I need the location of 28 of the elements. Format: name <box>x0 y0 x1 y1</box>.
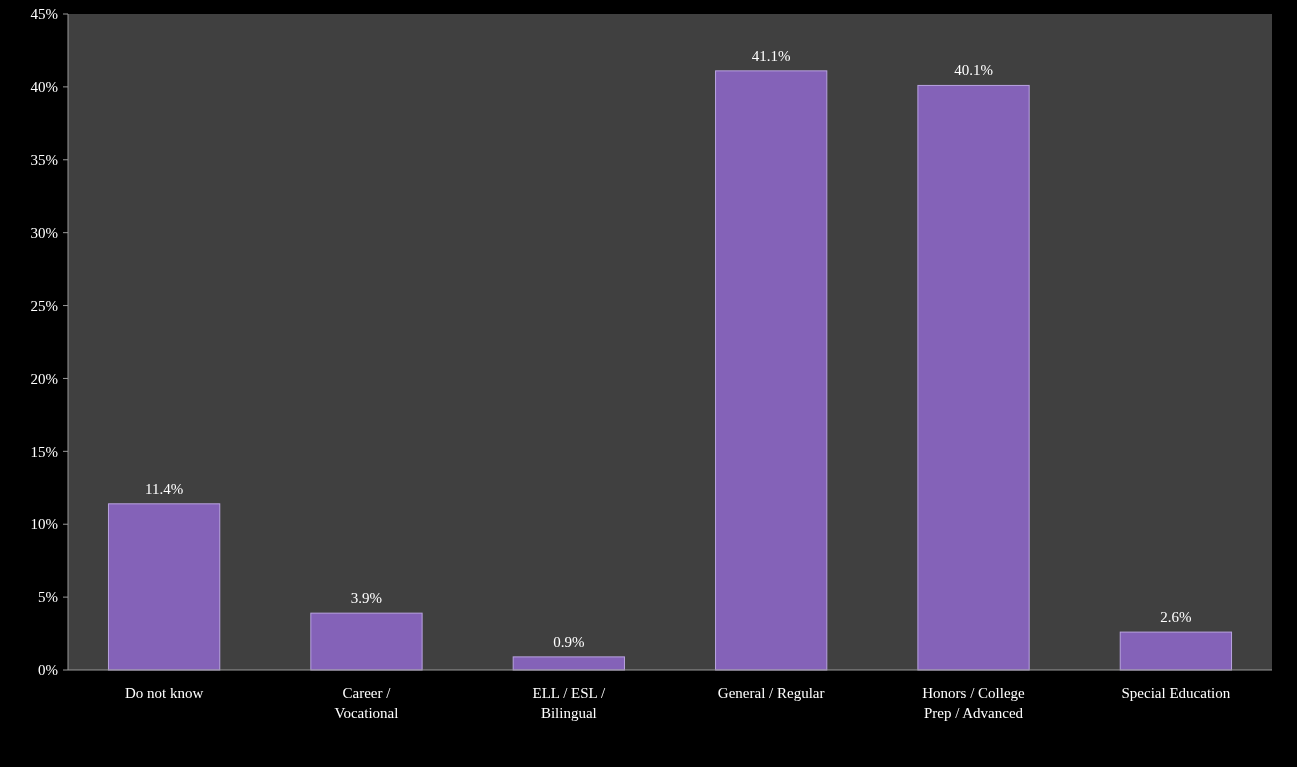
y-tick-label: 30% <box>30 224 58 241</box>
y-tick-label: 40% <box>30 79 58 96</box>
x-tick-label: Honors / College Prep / Advanced <box>922 685 1026 721</box>
y-tick-label: 0% <box>38 662 58 679</box>
bar <box>917 84 1030 671</box>
x-tick-label: ELL / ESL / Bilingual <box>532 685 606 721</box>
y-tick-label: 25% <box>30 297 58 314</box>
y-tick-label: 20% <box>30 370 58 387</box>
data-label: 0.9% <box>553 633 585 650</box>
data-label: 40.1% <box>954 62 993 79</box>
bar <box>715 70 828 671</box>
y-tick-label: 5% <box>38 589 58 606</box>
y-tick-label: 10% <box>30 516 58 533</box>
bar <box>310 612 423 671</box>
y-tick-label: 15% <box>30 443 58 460</box>
x-tick-label: Do not know <box>124 685 204 701</box>
y-tick-label: 45% <box>30 6 58 23</box>
data-label: 3.9% <box>350 590 383 607</box>
bar <box>107 503 221 671</box>
bar <box>1119 631 1233 671</box>
x-tick-label: General / Regular <box>717 685 825 701</box>
x-tick-label: Special Education <box>1121 685 1231 701</box>
data-label: 11.4% <box>145 480 184 497</box>
bar <box>512 656 625 671</box>
x-tick-label: Career / Vocational <box>334 685 399 721</box>
data-label: 41.1% <box>751 47 791 64</box>
data-label: 2.6% <box>1160 609 1192 626</box>
y-tick-label: 35% <box>30 152 58 169</box>
